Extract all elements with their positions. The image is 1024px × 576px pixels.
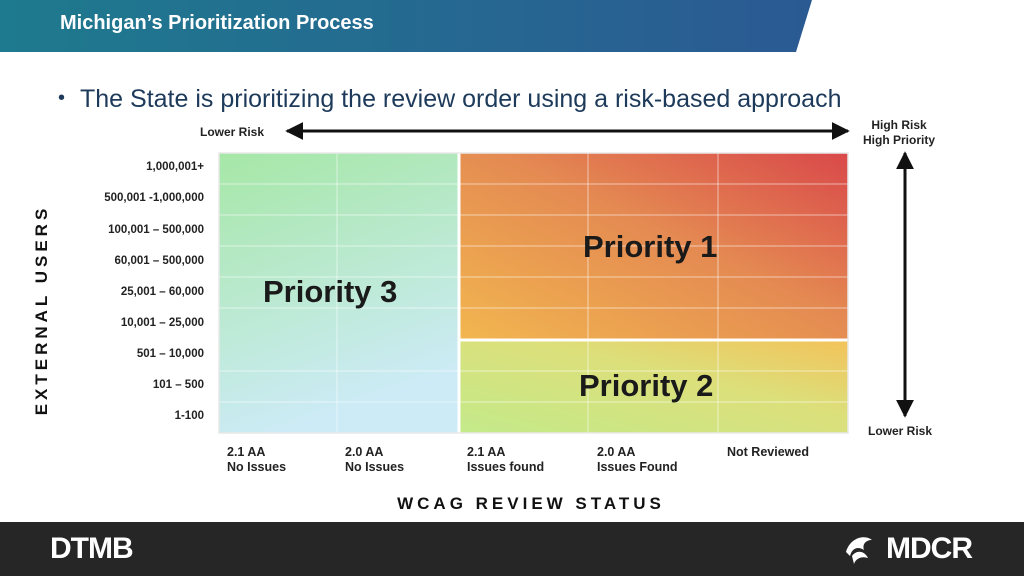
column-label: Not Reviewed [727, 445, 809, 460]
dtmb-logo: DTMB [50, 532, 134, 565]
row-label: 100,001 – 500,000 [108, 224, 204, 236]
column-label-line1: 2.1 AA [227, 445, 266, 459]
mdcr-logo: MDCR [886, 532, 973, 565]
page-title: Michigan’s Prioritization Process [60, 12, 374, 34]
bullet-icon: • [58, 87, 66, 109]
bullet-text: The State is prioritizing the review ord… [80, 85, 842, 113]
column-label-line1: Not Reviewed [727, 445, 809, 459]
column-label-line1: 2.0 AA [345, 445, 384, 459]
row-label: 10,001 – 25,000 [120, 317, 204, 329]
column-label-line2: No Issues [345, 460, 405, 474]
zone-borders [218, 152, 849, 434]
column-label: 2.1 AA No Issues [227, 445, 286, 475]
priority-1-label: Priority 1 [583, 229, 718, 264]
row-label: 60,001 – 500,000 [114, 255, 204, 267]
row-label: 25,001 – 60,000 [120, 286, 204, 298]
high-risk-line: High Risk [871, 118, 927, 132]
priority-3-zone [219, 153, 459, 433]
high-priority-line: High Priority [862, 133, 935, 147]
column-label: 2.0 AA No Issues [345, 445, 404, 475]
bullet-point: • The State is prioritizing the review or… [58, 85, 842, 114]
footer-bar: DTMB MDCR [0, 522, 1024, 576]
high-risk-label: High Risk High Priority [856, 118, 942, 148]
row-label: 1-100 [174, 410, 204, 422]
column-label-line1: 2.1 AA [467, 445, 506, 459]
y-axis-title: EXTERNAL USERS [32, 204, 51, 416]
column-label-line2: Issues found [467, 460, 545, 474]
row-label: 1,000,001+ [146, 161, 204, 173]
column-label-line1: 2.0 AA [597, 445, 636, 459]
lower-risk-label-top: Lower Risk [200, 125, 265, 139]
column-label: 2.1 AA Issues found [467, 445, 544, 475]
priority-3-label: Priority 3 [263, 274, 398, 309]
priority-2-zone [459, 340, 848, 433]
priority-2-label: Priority 2 [579, 368, 714, 403]
lower-risk-label-bottom: Lower Risk [868, 424, 933, 438]
row-label: 101 – 500 [152, 379, 204, 391]
row-label: 501 – 10,000 [136, 348, 204, 360]
mdcr-bird-icon [846, 537, 872, 564]
x-axis-title: WCAG REVIEW STATUS [397, 494, 665, 513]
column-label-line2: Issues Found [597, 460, 678, 474]
row-label: 500,001 -1,000,000 [104, 192, 204, 204]
grid-lines [219, 153, 848, 433]
column-label: 2.0 AA Issues Found [597, 445, 678, 475]
column-label-line2: No Issues [227, 460, 287, 474]
header-band [0, 0, 812, 52]
